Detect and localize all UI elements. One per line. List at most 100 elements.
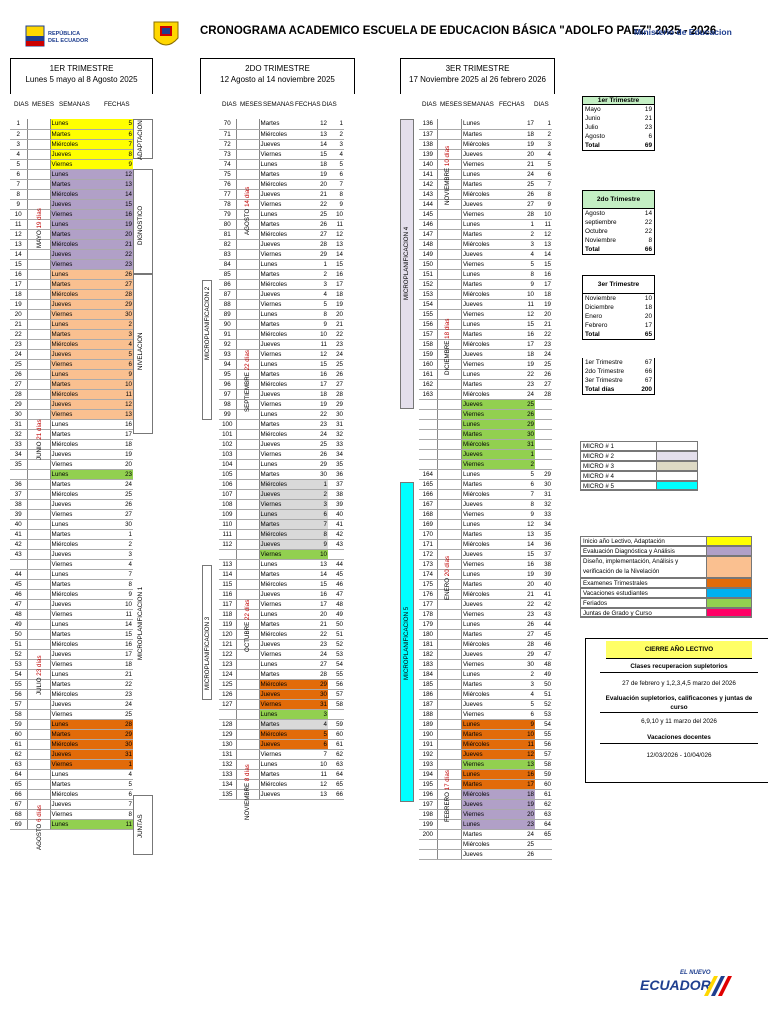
day-row: 182 Jueves 29 47 — [419, 649, 552, 660]
summary-1-row: Mayo 19 — [583, 105, 654, 114]
month-cell — [26, 739, 51, 750]
micro-label: MICRO # 3 — [580, 461, 656, 471]
grid-trimestre-3: 136 Lunes 17 1 137 Martes 18 2 138 Miércoles 19 3 13… — [419, 119, 552, 860]
day-count: 10 — [328, 209, 344, 220]
day-row: 195 Martes 17 60 — [419, 779, 552, 790]
day-count: 62 — [534, 799, 552, 810]
day-row: 52 Jueves 17 — [10, 649, 133, 660]
date: 1 — [506, 449, 535, 460]
date: 15 — [95, 629, 133, 640]
day-number: 153 — [419, 289, 438, 300]
day-row: 46 Miércoles 9 — [10, 589, 133, 600]
date: 2 — [506, 459, 535, 470]
ecuador-shield-logo: REPÚBLICA DEL ECUADOR — [25, 25, 88, 47]
day-row: 143 Miércoles 26 8 — [419, 189, 552, 200]
s3-label: Noviembre — [585, 295, 616, 302]
day-row: 44 Lunes 7 — [10, 569, 133, 580]
day-row: 31 Lunes 16 — [10, 419, 133, 430]
date: 22 — [506, 369, 535, 380]
date: 3 — [95, 549, 133, 560]
day-row: 168 Viernes 9 33 — [419, 509, 552, 520]
weekday: Lunes — [259, 559, 301, 570]
day-number: 101 — [219, 429, 236, 440]
trimestre-2-title: 2DO TRIMESTRE — [245, 64, 310, 73]
weekday: Miércoles — [461, 189, 507, 200]
summary-2-title: 2do Trimestre — [583, 191, 654, 209]
day-count: 19 — [328, 299, 344, 310]
weekday: Martes — [461, 779, 507, 790]
month-cell — [436, 309, 463, 320]
day-count: 20 — [328, 309, 344, 320]
weekday: Viernes — [50, 559, 95, 570]
month-cell — [436, 409, 463, 420]
month-cell — [436, 439, 463, 450]
day-number: 85 — [219, 269, 236, 280]
weekday: Jueves — [50, 149, 95, 160]
month-cell — [436, 749, 463, 760]
weekday: Lunes — [50, 769, 95, 780]
day-count: 25 — [534, 359, 552, 370]
day-row: 34 Jueves 19 — [10, 449, 133, 460]
day-row: 173 Viernes 16 38 — [419, 559, 552, 570]
day-row: 20 Viernes 30 — [10, 309, 133, 320]
day-number: 110 — [219, 519, 236, 530]
day-count: 34 — [534, 519, 552, 530]
month-cell — [235, 189, 260, 200]
month-cell — [436, 609, 463, 620]
weekday: Lunes — [259, 709, 301, 720]
day-row: 158 Miércoles 17 23 — [419, 339, 552, 350]
day-number: 166 — [419, 489, 438, 500]
month-cell — [436, 359, 463, 370]
day-count: 19 — [534, 299, 552, 310]
weekday: Jueves — [50, 699, 95, 710]
weekday: Jueves — [50, 449, 95, 460]
date: 26 — [301, 219, 328, 230]
day-row: 122 Viernes 24 53 — [219, 649, 344, 660]
day-number: 62 — [10, 749, 27, 760]
weekday: Jueves — [50, 349, 95, 360]
day-count: 15 — [534, 259, 552, 270]
day-count — [534, 839, 552, 850]
month-cell — [235, 609, 260, 620]
month-cell — [26, 229, 51, 240]
s3-label: Febrero — [585, 322, 608, 329]
day-row: 14 Jueves 22 — [10, 249, 133, 260]
month-cell — [26, 499, 51, 510]
month-noviembre-2-name: NOVIEMBRE — [244, 782, 251, 820]
day-count: 63 — [534, 809, 552, 820]
date: 30 — [506, 659, 535, 670]
weekday: Viernes — [259, 399, 301, 410]
month-agosto-2-name: AGOSTO — [244, 208, 251, 235]
day-number: 12 — [10, 229, 27, 240]
day-row: 149 Jueves 4 14 — [419, 249, 552, 260]
month-cell — [235, 229, 260, 240]
weekday: Jueves — [259, 289, 301, 300]
day-number: 44 — [10, 569, 27, 580]
day-row: 108 Viernes 3 39 — [219, 499, 344, 510]
day-number: 42 — [10, 539, 27, 550]
legend-label: Feriados — [580, 598, 706, 608]
legend-examenes: Examenes Trimestrales — [580, 578, 752, 588]
day-count: 44 — [328, 559, 344, 570]
weekday: Lunes — [259, 509, 301, 520]
day-number: 98 — [219, 399, 236, 410]
day-number — [10, 559, 27, 570]
date: 30 — [301, 469, 328, 480]
day-count: 5 — [534, 159, 552, 170]
day-number: 35 — [10, 459, 27, 470]
date: 18 — [301, 159, 328, 170]
day-row: 18 Miércoles 28 — [10, 289, 133, 300]
day-row: 1 Lunes 5 — [10, 119, 133, 130]
weekday: Martes — [461, 379, 507, 390]
month-diciembre: DICIEMBRE 18 días — [444, 319, 451, 375]
month-mayo-days: 19 días — [36, 208, 43, 229]
date: 12 — [506, 309, 535, 320]
date: 24 — [506, 169, 535, 180]
month-agosto-2: AGOSTO 14 días — [244, 187, 251, 235]
date: 24 — [95, 699, 133, 710]
day-row: 110 Martes 7 41 — [219, 519, 344, 530]
weekday: Martes — [50, 779, 95, 790]
day-count — [328, 709, 344, 720]
month-cell — [235, 569, 260, 580]
day-row: 165 Martes 6 30 — [419, 479, 552, 490]
